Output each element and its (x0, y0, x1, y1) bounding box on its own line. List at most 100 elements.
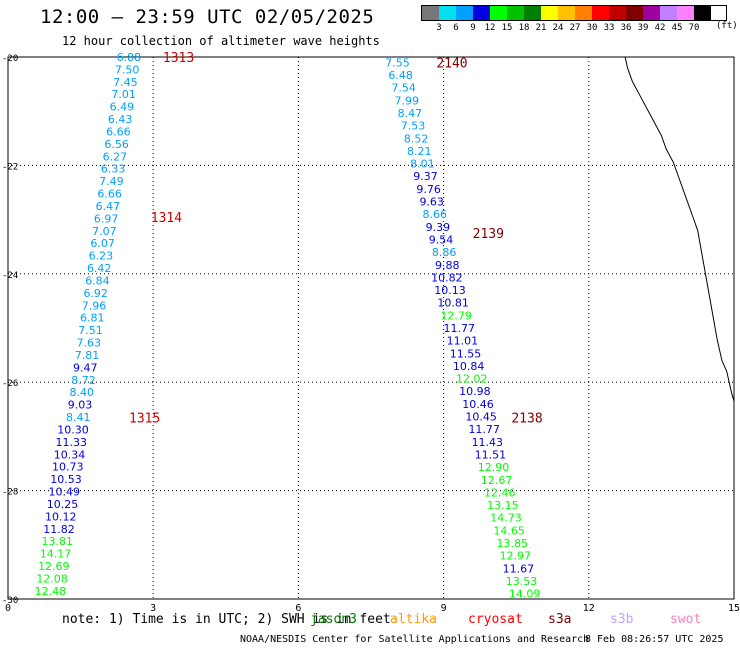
x-tick-label: 6 (295, 603, 301, 614)
legend-swatch (643, 6, 660, 20)
wave-height-value: 11.51 (475, 448, 507, 461)
footer-date: 8 Feb 08:26:57 UTC 2025 (585, 634, 724, 645)
wave-height-value: 8.47 (398, 107, 423, 120)
wave-height-value: 9.47 (73, 361, 98, 374)
wave-height-value: 6.47 (96, 200, 121, 213)
legend-tick-label: 45 (671, 23, 683, 33)
legend-swatches (421, 5, 727, 21)
wave-height-value: 12.90 (478, 461, 510, 474)
wave-height-value: 6.23 (89, 250, 114, 263)
wave-height-value: 6.42 (87, 262, 112, 275)
wave-height-value: 11.77 (444, 322, 476, 335)
wave-height-value: 8.72 (71, 374, 96, 387)
wave-height-value: 6.33 (101, 163, 126, 176)
wave-height-value: 10.81 (437, 297, 469, 310)
wave-height-value: 7.49 (99, 175, 124, 188)
legend-swatch (592, 6, 609, 20)
legend-swatch (490, 6, 507, 20)
x-tick-label: 0 (5, 603, 11, 614)
wave-height-value: 8.41 (66, 411, 91, 424)
wave-height-value: 7.01 (111, 88, 136, 101)
x-tick-label: 3 (150, 603, 156, 614)
legend-swatch (575, 6, 592, 20)
legend-swatch (694, 6, 711, 20)
wave-height-value: 10.12 (45, 510, 77, 523)
wave-height-value: 13.81 (42, 535, 74, 548)
wave-height-value: 6.49 (110, 101, 135, 114)
legend-tick-label: 39 (637, 23, 649, 33)
wave-height-value: 7.54 (391, 82, 416, 95)
legend-swatch (677, 6, 694, 20)
x-tick-label: 12 (583, 603, 595, 614)
wave-height-value: 7.53 (401, 120, 426, 133)
page-title: 12:00 – 23:59 UTC 02/05/2025 (40, 6, 375, 28)
legend-tick-label: 36 (620, 23, 632, 33)
wave-height-value: 10.13 (434, 284, 466, 297)
wave-height-value: 9.54 (429, 233, 454, 246)
wave-height-value: 6.66 (106, 125, 131, 138)
wave-height-value: 12.69 (38, 560, 70, 573)
wave-height-value: 7.96 (82, 299, 107, 312)
wave-height-value: 10.25 (47, 498, 79, 511)
wave-height-value: 8.86 (432, 246, 457, 259)
wave-height-value: 10.73 (52, 461, 84, 474)
wave-height-value: 6.84 (85, 274, 110, 287)
wave-height-value: 10.49 (49, 486, 81, 499)
legend-tick-label: 21 (535, 23, 547, 33)
wave-height-value: 13.15 (487, 499, 519, 512)
wave-height-value: 8.66 (423, 208, 448, 221)
legend-tick-label: 15 (501, 23, 513, 33)
wave-height-value: 11.43 (472, 436, 504, 449)
wave-height-value: 11.01 (447, 335, 479, 348)
wave-height-value: 9.88 (435, 259, 460, 272)
legend-swatch (524, 6, 541, 20)
wave-height-value: 7.99 (395, 94, 420, 107)
legend-swatch (507, 6, 524, 20)
legend-tick-label: 70 (688, 23, 700, 33)
legend-tick-label: 42 (654, 23, 666, 33)
wave-height-value: 10.98 (459, 385, 491, 398)
wave-height-value: 7.07 (92, 225, 117, 238)
x-tick-label: 15 (728, 603, 740, 614)
wave-height-value: 11.33 (56, 436, 88, 449)
wave-height-value: 7.63 (76, 337, 101, 350)
wave-height-value: 12.48 (35, 585, 67, 598)
wave-height-value: 10.82 (431, 271, 463, 284)
wave-height-value: 14.09 (509, 588, 541, 601)
legend-swatch (456, 6, 473, 20)
legend-swatch (422, 6, 439, 20)
satellite-label-s3b: s3b (610, 612, 634, 627)
footer-credit: NOAA/NESDIS Center for Satellite Applica… (240, 634, 590, 645)
satellite-label-cryosat: cryosat (468, 612, 523, 627)
legend-tick-label: 24 (552, 23, 564, 33)
legend-swatch (660, 6, 677, 20)
color-legend: 3 6 9 12 15 18 21 24 27 30 33 36 39 42 45 70 (421, 5, 727, 35)
legend-tick-label: 18 (518, 23, 530, 33)
x-tick-label: 9 (441, 603, 447, 614)
y-tick-label: -20 (2, 54, 18, 64)
wave-height-value: 6.81 (80, 312, 105, 325)
wave-height-value: 8.40 (69, 386, 94, 399)
pass-label: 2139 (473, 227, 504, 242)
legend-swatch (541, 6, 558, 20)
wave-height-value: 8.21 (407, 145, 432, 158)
wave-height-value: 10.53 (50, 473, 82, 486)
wave-height-value: 10.30 (57, 423, 89, 436)
footnote: note: 1) Time is in UTC; 2) SWH is in fe… (62, 612, 391, 627)
legend-tick-label: 33 (603, 23, 615, 33)
satellite-label-altika: altika (390, 612, 437, 627)
wave-height-value: 10.34 (54, 448, 86, 461)
legend-tick-label: 9 (470, 23, 476, 33)
y-tick-label: -30 (2, 596, 18, 606)
pass-label: 1315 (129, 411, 160, 426)
wave-height-value: 12.97 (500, 550, 532, 563)
wave-height-value: 9.76 (416, 183, 441, 196)
coastline (624, 56, 735, 402)
wave-height-value: 7.51 (78, 324, 103, 337)
y-tick-label: -22 (2, 162, 18, 172)
wave-height-value: 11.67 (503, 562, 535, 575)
legend-tick-label: 3 (436, 23, 442, 33)
satellite-label-jason3: jason3 (310, 612, 357, 627)
wave-height-value: 14.65 (493, 524, 525, 537)
